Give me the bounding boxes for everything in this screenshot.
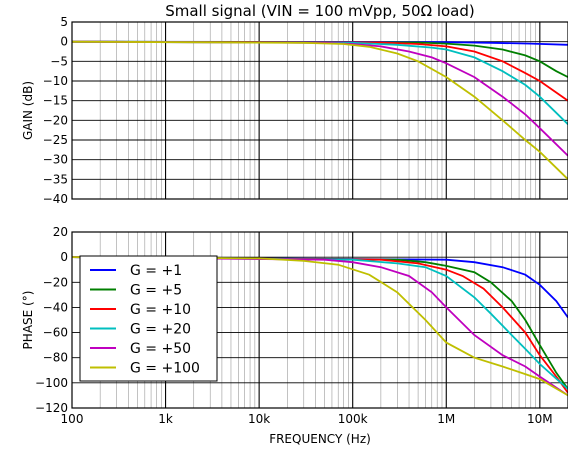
legend-box (79, 255, 218, 382)
x-tick-label: 1k (158, 412, 173, 426)
y-tick-label: −5 (50, 54, 68, 68)
y-tick-label: 0 (60, 250, 68, 264)
series-line (72, 256, 568, 394)
y-tick-label: −25 (43, 133, 68, 147)
x-axis-label: FREQUENCY (Hz) (269, 432, 371, 446)
legend-entry: G = +5 (130, 283, 182, 299)
legend-entry: G = +50 (130, 341, 191, 357)
series-line (72, 256, 568, 319)
x-tick-label: 10M (527, 412, 553, 426)
plot-frame (71, 21, 568, 200)
y-tick-label: −40 (43, 192, 68, 206)
x-tick-label: 100 (61, 412, 84, 426)
y-tick-label: −10 (43, 74, 68, 88)
y-tick-label: −80 (43, 351, 68, 365)
y-tick-label: −20 (43, 275, 68, 289)
y-axis-label: GAIN (dB) (21, 81, 35, 140)
y-tick-label: 0 (60, 35, 68, 49)
series-line (72, 40, 568, 102)
phase-panel: 20 0 −20 −40 −60 −80 −100 −120 PHASE (°) 100 1k 10k… (21, 225, 568, 426)
y-tick-label: −35 (43, 172, 68, 186)
x-tick-label: 10k (248, 412, 270, 426)
series-line (72, 40, 568, 78)
y-tick-label: −20 (43, 113, 68, 127)
y-tick-label: 5 (60, 15, 68, 29)
y-tick-label: −120 (35, 401, 68, 415)
series-line (72, 40, 568, 180)
chart-title: Small signal (VIN = 100 mVpp, 50Ω load) (165, 2, 475, 20)
legend-entry: G = +10 (130, 302, 191, 318)
series-line (72, 256, 568, 397)
legend-entry: G = +100 (130, 361, 200, 377)
y-axis-label: PHASE (°) (21, 291, 35, 350)
y-tick-label: −40 (43, 300, 68, 314)
y-tick-label: −30 (43, 153, 68, 167)
legend: G = +1 G = +5 G = +10 G = +20 G = +50 G = +10… (79, 255, 218, 382)
legend-entry: G = +20 (130, 322, 191, 338)
plot-frame (71, 231, 568, 409)
gain-panel: 5 0 −5 −10 −15 −20 −25 −30 −35 −40 GAIN (dB) (21, 15, 568, 206)
series-line (72, 256, 568, 397)
x-tick-label: 1M (437, 412, 455, 426)
y-tick-label: −100 (35, 376, 68, 390)
series-line (72, 256, 568, 390)
y-tick-label: 20 (53, 225, 68, 239)
y-tick-label: −60 (43, 326, 68, 340)
x-tick-label: 100k (338, 412, 368, 426)
y-tick-label: −15 (43, 94, 68, 108)
series-line (72, 256, 568, 390)
legend-entry: G = +1 (130, 263, 182, 279)
series-line (72, 40, 568, 125)
